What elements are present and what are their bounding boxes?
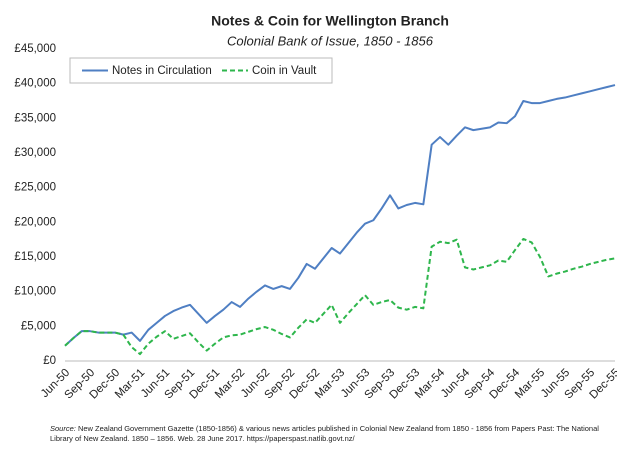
y-tick-label: £30,000 xyxy=(14,147,56,159)
series-line xyxy=(64,237,616,356)
source-note: Source: New Zealand Government Gazette (… xyxy=(50,424,610,444)
legend-label: Coin in Vault xyxy=(252,65,317,77)
source-text: New Zealand Government Gazette (1850-185… xyxy=(50,424,599,443)
legend-box xyxy=(69,57,333,84)
y-tick-label: £20,000 xyxy=(14,216,56,228)
chart-title: Notes & Coin for Wellington Branch xyxy=(211,13,449,29)
series-line xyxy=(64,84,616,347)
y-tick-label: £15,000 xyxy=(14,251,56,263)
y-tick-label: £25,000 xyxy=(14,182,56,194)
y-tick-label: £10,000 xyxy=(14,286,56,298)
chart: Notes & Coin for Wellington Branch Colon… xyxy=(14,13,617,402)
y-tick-label: £0 xyxy=(43,355,56,367)
y-tick-label: £35,000 xyxy=(14,112,56,124)
y-tick-label: £40,000 xyxy=(14,78,56,90)
source-label: Source: xyxy=(50,424,76,433)
y-tick-label: £5,000 xyxy=(21,320,56,332)
legend-label: Notes in Circulation xyxy=(112,65,212,77)
y-tick-label: £45,000 xyxy=(14,43,56,55)
chart-subtitle: Colonial Bank of Issue, 1850 - 1856 xyxy=(227,33,434,48)
